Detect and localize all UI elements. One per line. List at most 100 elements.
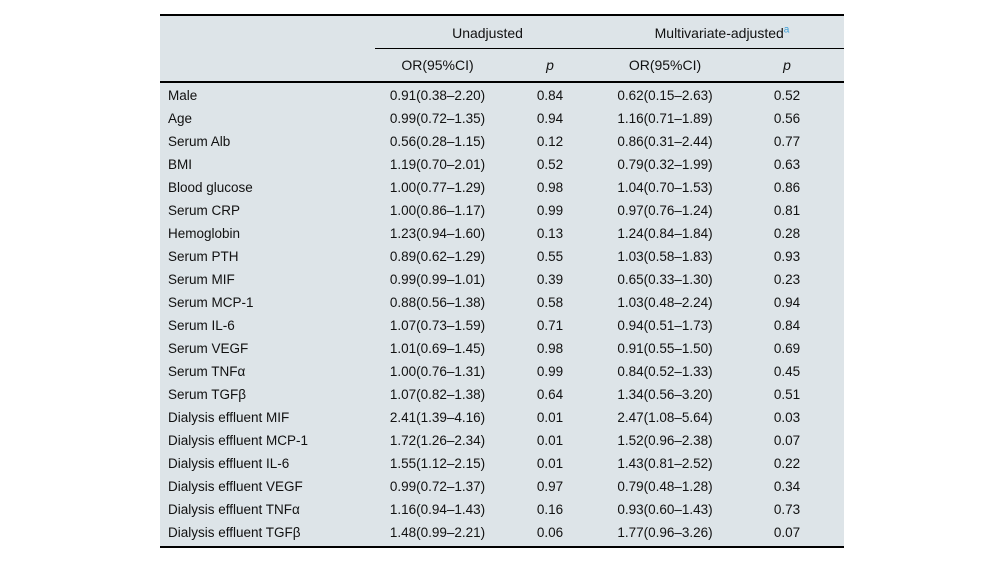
adjusted-p-value: 0.03 xyxy=(773,410,801,425)
row-label: Serum MIF xyxy=(168,272,235,287)
row-label: Serum PTH xyxy=(168,249,239,264)
adjusted-or-value: 1.52(0.96–2.38) xyxy=(617,433,713,448)
adjusted-p-value: 0.34 xyxy=(773,479,801,494)
adjusted-p-value: 0.69 xyxy=(773,341,801,356)
row-label: Dialysis effluent TNFα xyxy=(168,502,300,517)
column-header-unadjusted-p: p xyxy=(546,56,554,73)
row-label: Age xyxy=(168,111,193,126)
unadjusted-p-value: 0.06 xyxy=(536,525,564,540)
adjusted-or-value: 0.79(0.48–1.28) xyxy=(617,479,713,494)
adjusted-p-value: 0.84 xyxy=(773,318,801,333)
unadjusted-p-value: 0.71 xyxy=(536,318,564,333)
table-row: Serum MIF 0.99(0.99–1.01) 0.39 0.65(0.33… xyxy=(160,268,844,291)
row-label: Dialysis effluent VEGF xyxy=(168,479,303,494)
adjusted-or-value: 1.34(0.56–3.20) xyxy=(617,387,713,402)
unadjusted-p-value: 0.52 xyxy=(536,157,564,172)
unadjusted-p-value: 0.84 xyxy=(536,88,564,103)
unadjusted-or-value: 0.99(0.99–1.01) xyxy=(389,272,486,287)
unadjusted-or-value: 1.00(0.77–1.29) xyxy=(389,180,486,195)
adjusted-or-value: 1.03(0.48–2.24) xyxy=(617,295,713,310)
adjusted-or-value: 0.91(0.55–1.50) xyxy=(617,341,713,356)
table-row: Dialysis effluent MCP-1 1.72(1.26–2.34) … xyxy=(160,429,844,452)
row-label: Serum VEGF xyxy=(168,341,249,356)
unadjusted-or-value: 1.00(0.76–1.31) xyxy=(389,364,486,379)
adjusted-p-value: 0.77 xyxy=(773,134,801,149)
unadjusted-or-value: 1.23(0.94–1.60) xyxy=(389,226,486,241)
table-row: Hemoglobin 1.23(0.94–1.60) 0.13 1.24(0.8… xyxy=(160,222,844,245)
unadjusted-p-value: 0.98 xyxy=(536,341,564,356)
adjusted-or-value: 0.65(0.33–1.30) xyxy=(617,272,713,287)
adjusted-p-value: 0.63 xyxy=(773,157,801,172)
unadjusted-or-value: 1.55(1.12–2.15) xyxy=(389,456,486,471)
adjusted-or-value: 1.43(0.81–2.52) xyxy=(617,456,713,471)
unadjusted-or-value: 0.56(0.28–1.15) xyxy=(389,134,486,149)
row-label: Serum TNFα xyxy=(168,364,246,379)
table-row: Blood glucose 1.00(0.77–1.29) 0.98 1.04(… xyxy=(160,176,844,199)
unadjusted-p-value: 0.94 xyxy=(536,111,564,126)
row-label: Dialysis effluent MCP-1 xyxy=(168,433,309,448)
group-header-multivariate: Multivariate-adjusteda xyxy=(600,23,844,41)
adjusted-or-value: 0.79(0.32–1.99) xyxy=(617,157,713,172)
odds-ratio-table: Unadjusted Multivariate-adjusteda OR(95%… xyxy=(160,14,844,548)
table-row: Serum PTH 0.89(0.62–1.29) 0.55 1.03(0.58… xyxy=(160,245,844,268)
unadjusted-or-value: 0.99(0.72–1.35) xyxy=(389,111,486,126)
adjusted-or-value: 0.94(0.51–1.73) xyxy=(617,318,713,333)
column-header-unadjusted-or: OR(95%CI) xyxy=(401,56,474,73)
adjusted-or-value: 1.77(0.96–3.26) xyxy=(617,525,713,540)
unadjusted-or-value: 1.01(0.69–1.45) xyxy=(389,341,486,356)
unadjusted-p-value: 0.01 xyxy=(536,410,564,425)
adjusted-or-value: 0.84(0.52–1.33) xyxy=(617,364,713,379)
unadjusted-p-value: 0.39 xyxy=(536,272,564,287)
adjusted-or-value: 0.62(0.15–2.63) xyxy=(617,88,713,103)
row-label: Serum TGFβ xyxy=(168,387,247,402)
table-row: Dialysis effluent TNFα 1.16(0.94–1.43) 0… xyxy=(160,498,844,521)
unadjusted-p-value: 0.58 xyxy=(536,295,564,310)
unadjusted-p-value: 0.55 xyxy=(536,249,564,264)
adjusted-p-value: 0.81 xyxy=(773,203,801,218)
unadjusted-p-value: 0.64 xyxy=(536,387,564,402)
adjusted-p-value: 0.22 xyxy=(773,456,801,471)
table-row: Serum TGFβ 1.07(0.82–1.38) 0.64 1.34(0.5… xyxy=(160,383,844,406)
table-row: Dialysis effluent TGFβ 1.48(0.99–2.21) 0… xyxy=(160,521,844,544)
table-row: Dialysis effluent VEGF 0.99(0.72–1.37) 0… xyxy=(160,475,844,498)
unadjusted-or-value: 1.48(0.99–2.21) xyxy=(389,525,486,540)
row-label: Blood glucose xyxy=(168,180,253,195)
table-row: Serum MCP-1 0.88(0.56–1.38) 0.58 1.03(0.… xyxy=(160,291,844,314)
unadjusted-or-value: 1.16(0.94–1.43) xyxy=(389,502,486,517)
table-row: Serum CRP 1.00(0.86–1.17) 0.99 0.97(0.76… xyxy=(160,199,844,222)
table-body: Male 0.91(0.38–2.20) 0.84 0.62(0.15–2.63… xyxy=(160,83,844,546)
adjusted-p-value: 0.07 xyxy=(773,525,801,540)
row-label: Dialysis effluent IL-6 xyxy=(168,456,290,471)
adjusted-or-value: 0.97(0.76–1.24) xyxy=(617,203,713,218)
unadjusted-or-value: 1.00(0.86–1.17) xyxy=(389,203,486,218)
adjusted-p-value: 0.28 xyxy=(773,226,801,241)
row-label: BMI xyxy=(168,157,193,172)
row-label: Serum MCP-1 xyxy=(168,295,254,310)
footnote-marker-a: a xyxy=(783,24,790,36)
row-label: Serum IL-6 xyxy=(168,318,235,333)
unadjusted-p-value: 0.97 xyxy=(536,479,564,494)
unadjusted-p-value: 0.99 xyxy=(536,364,564,379)
adjusted-or-value: 1.24(0.84–1.84) xyxy=(617,226,713,241)
row-label: Hemoglobin xyxy=(168,226,241,241)
unadjusted-or-value: 1.72(1.26–2.34) xyxy=(389,433,486,448)
adjusted-or-value: 0.93(0.60–1.43) xyxy=(617,502,713,517)
unadjusted-p-value: 0.99 xyxy=(536,203,564,218)
group-header-unadjusted-label: Unadjusted xyxy=(452,25,523,41)
group-header-multivariate-label: Multivariate-adjusted xyxy=(654,25,784,41)
adjusted-p-value: 0.45 xyxy=(773,364,801,379)
column-header-row: OR(95%CI) p OR(95%CI) p xyxy=(160,48,844,83)
unadjusted-p-value: 0.13 xyxy=(536,226,564,241)
adjusted-p-value: 0.94 xyxy=(773,295,801,310)
row-label: Dialysis effluent TGFβ xyxy=(168,525,301,540)
row-label: Serum Alb xyxy=(168,134,231,149)
unadjusted-p-value: 0.12 xyxy=(536,134,564,149)
adjusted-p-value: 0.51 xyxy=(773,387,801,402)
row-label: Dialysis effluent MIF xyxy=(168,410,290,425)
adjusted-p-value: 0.73 xyxy=(773,502,801,517)
table-row: Serum IL-6 1.07(0.73–1.59) 0.71 0.94(0.5… xyxy=(160,314,844,337)
unadjusted-p-value: 0.98 xyxy=(536,180,564,195)
adjusted-p-value: 0.56 xyxy=(773,111,801,126)
unadjusted-p-value: 0.01 xyxy=(536,433,564,448)
